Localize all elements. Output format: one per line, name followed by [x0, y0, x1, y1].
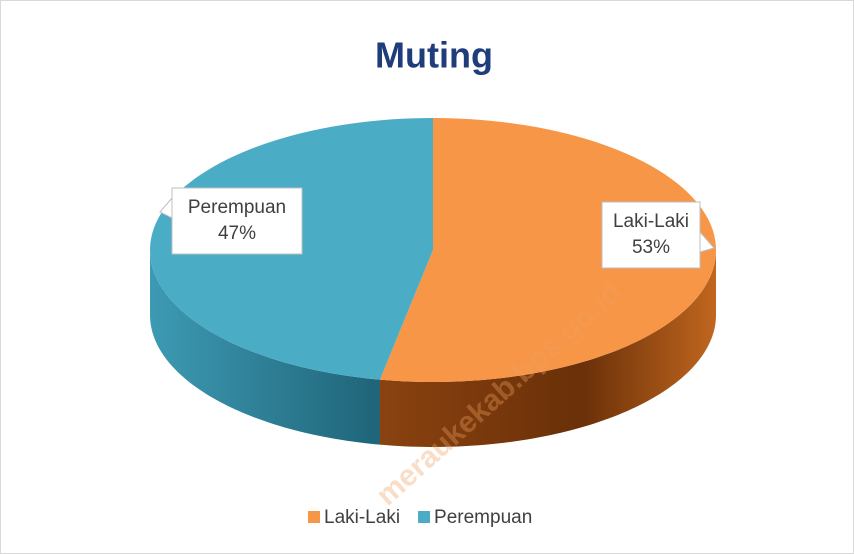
pie-slice-side: [150, 250, 380, 445]
chart-title: Muting: [375, 35, 493, 76]
data-label-name: Perempuan: [188, 197, 286, 218]
data-label-name: Laki-Laki: [613, 211, 689, 232]
legend-label: Perempuan: [434, 507, 532, 528]
callout-box: [171, 187, 303, 255]
legend-swatch: [308, 511, 320, 523]
data-label-value: 47%: [218, 223, 256, 244]
pie-slice-side: [379, 250, 716, 447]
data-label-value: 53%: [632, 237, 670, 258]
legend-label: Laki-Laki: [324, 507, 400, 528]
data-labels: Laki-Laki 53% Perempuan 47%: [159, 187, 715, 269]
legend-swatch: [418, 511, 431, 523]
pie: [150, 118, 716, 447]
pie-slice: [379, 118, 716, 382]
callout-box: [601, 201, 701, 269]
legend: Laki-Laki Perempuan: [308, 507, 532, 528]
